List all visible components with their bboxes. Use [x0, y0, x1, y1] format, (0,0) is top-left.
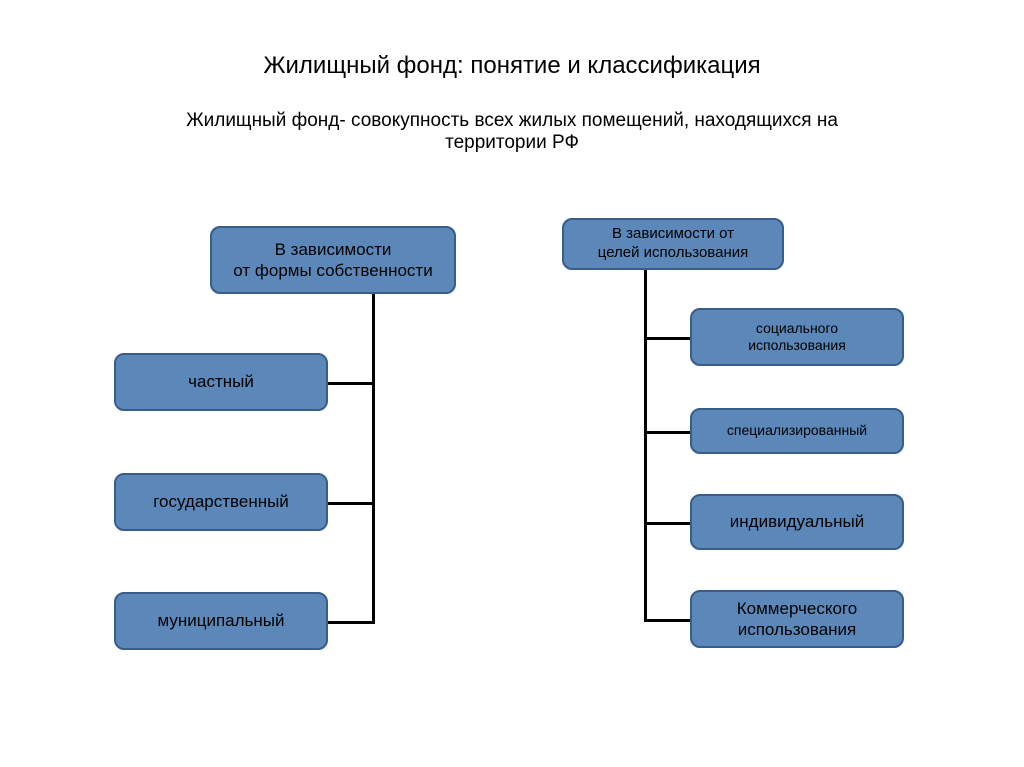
left-child-node-1: государственный — [114, 473, 328, 531]
right-trunk-connector — [644, 270, 647, 622]
slide-canvas: Жилищный фонд: понятие и классификация Ж… — [0, 0, 1024, 767]
subtitle-line-1: Жилищный фонд- совокупность всех жилых п… — [0, 110, 1024, 132]
slide-title: Жилищный фонд: понятие и классификация — [0, 52, 1024, 80]
right-branch-connector-2 — [644, 522, 690, 525]
right-child-node-0: социальногоиспользования — [690, 308, 904, 366]
right-branch-connector-0 — [644, 337, 690, 340]
left-branch-connector-1 — [328, 502, 372, 505]
left-branch-connector-2 — [328, 621, 372, 624]
left-child-node-2: муниципальный — [114, 592, 328, 650]
right-child-node-3: Коммерческогоиспользования — [690, 590, 904, 648]
slide-subtitle: Жилищный фонд- совокупность всех жилых п… — [0, 110, 1024, 154]
right-child-node-2: индивидуальный — [690, 494, 904, 550]
left-branch-connector-0 — [328, 382, 372, 385]
right-branch-connector-1 — [644, 431, 690, 434]
left-child-node-0: частный — [114, 353, 328, 411]
right-root-node: В зависимости отцелей использования — [562, 218, 784, 270]
right-child-node-1: специализированный — [690, 408, 904, 454]
subtitle-line-2: территории РФ — [0, 132, 1024, 154]
left-trunk-connector — [372, 294, 375, 624]
left-root-node: В зависимостиот формы собственности — [210, 226, 456, 294]
right-branch-connector-3 — [644, 619, 690, 622]
